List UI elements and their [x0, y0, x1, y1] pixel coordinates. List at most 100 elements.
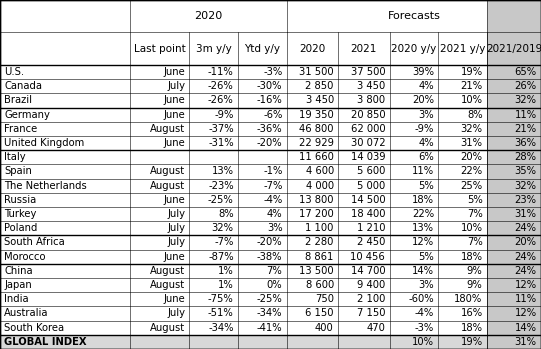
Text: 3 450: 3 450	[306, 95, 334, 105]
Text: France: France	[4, 124, 37, 134]
Text: June: June	[163, 294, 185, 304]
Text: -38%: -38%	[257, 252, 282, 262]
Text: 20%: 20%	[514, 237, 537, 247]
Text: 46 800: 46 800	[299, 124, 334, 134]
Text: 3m y/y: 3m y/y	[196, 44, 232, 54]
Text: 10%: 10%	[460, 223, 483, 233]
Text: 17 200: 17 200	[299, 209, 334, 219]
Text: 12%: 12%	[514, 280, 537, 290]
Text: 11 660: 11 660	[299, 152, 334, 162]
Text: Turkey: Turkey	[4, 209, 37, 219]
Text: 5%: 5%	[418, 252, 434, 262]
Text: 20%: 20%	[460, 152, 483, 162]
Text: China: China	[4, 266, 33, 276]
Bar	[0, 335, 130, 349]
Text: Poland: Poland	[4, 223, 38, 233]
Text: August: August	[150, 323, 185, 333]
Text: 30 072: 30 072	[351, 138, 385, 148]
Text: -37%: -37%	[208, 124, 234, 134]
Text: 62 000: 62 000	[351, 124, 385, 134]
Text: Spain: Spain	[4, 166, 32, 177]
Text: 2 280: 2 280	[306, 237, 334, 247]
Text: 3 450: 3 450	[357, 81, 385, 91]
Text: 65%: 65%	[514, 67, 537, 77]
Text: 2020: 2020	[194, 11, 222, 21]
Text: 25%: 25%	[460, 181, 483, 191]
Text: 31 500: 31 500	[299, 67, 334, 77]
Text: 19%: 19%	[460, 67, 483, 77]
Text: U.S.: U.S.	[4, 67, 24, 77]
Bar	[438, 335, 487, 349]
Text: -26%: -26%	[208, 81, 234, 91]
Text: 32%: 32%	[460, 124, 483, 134]
Text: -4%: -4%	[414, 309, 434, 319]
Bar	[189, 335, 238, 349]
Text: 13 500: 13 500	[299, 266, 334, 276]
Text: -4%: -4%	[263, 195, 282, 205]
Text: 4%: 4%	[267, 209, 282, 219]
Text: -11%: -11%	[208, 67, 234, 77]
Text: -51%: -51%	[208, 309, 234, 319]
Text: 3%: 3%	[267, 223, 282, 233]
Text: 35%: 35%	[514, 166, 537, 177]
Bar	[390, 335, 438, 349]
Text: 2020 y/y: 2020 y/y	[391, 44, 437, 54]
Text: 10%: 10%	[412, 337, 434, 347]
Text: 8 861: 8 861	[306, 252, 334, 262]
Text: South Africa: South Africa	[4, 237, 65, 247]
Text: 13%: 13%	[412, 223, 434, 233]
Text: 14 039: 14 039	[351, 152, 385, 162]
Text: -36%: -36%	[257, 124, 282, 134]
Text: GLOBAL INDEX: GLOBAL INDEX	[4, 337, 87, 347]
Text: 9%: 9%	[467, 280, 483, 290]
Text: 9%: 9%	[467, 266, 483, 276]
Text: 13 800: 13 800	[299, 195, 334, 205]
Text: 14%: 14%	[514, 323, 537, 333]
Text: 10 456: 10 456	[351, 252, 385, 262]
Text: June: June	[163, 252, 185, 262]
Text: 400: 400	[315, 323, 334, 333]
Text: 3 800: 3 800	[357, 95, 385, 105]
Text: June: June	[163, 95, 185, 105]
Text: Italy: Italy	[4, 152, 26, 162]
Text: -25%: -25%	[208, 195, 234, 205]
Text: 2021 y/y: 2021 y/y	[440, 44, 485, 54]
Text: -3%: -3%	[414, 323, 434, 333]
Bar	[238, 335, 287, 349]
Text: 11%: 11%	[514, 110, 537, 120]
Text: 32%: 32%	[514, 95, 537, 105]
Text: 19%: 19%	[460, 337, 483, 347]
Text: 18%: 18%	[460, 323, 483, 333]
Text: 20 850: 20 850	[351, 110, 385, 120]
Text: 3%: 3%	[418, 110, 434, 120]
Text: 5 600: 5 600	[357, 166, 385, 177]
Text: 11%: 11%	[514, 294, 537, 304]
Text: Morocco: Morocco	[4, 252, 46, 262]
Text: 39%: 39%	[412, 67, 434, 77]
Text: 24%: 24%	[514, 252, 537, 262]
Text: 0%: 0%	[267, 280, 282, 290]
Text: -60%: -60%	[408, 294, 434, 304]
Text: Brazil: Brazil	[4, 95, 32, 105]
Text: -25%: -25%	[256, 294, 282, 304]
Text: 21%: 21%	[460, 81, 483, 91]
Text: Canada: Canada	[4, 81, 42, 91]
Text: 6 150: 6 150	[305, 309, 334, 319]
Text: 14%: 14%	[412, 266, 434, 276]
Text: 32%: 32%	[514, 181, 537, 191]
Text: 16%: 16%	[460, 309, 483, 319]
Text: 21%: 21%	[514, 124, 537, 134]
Text: June: June	[163, 67, 185, 77]
Text: 26%: 26%	[514, 81, 537, 91]
Text: India: India	[4, 294, 29, 304]
Text: 24%: 24%	[514, 223, 537, 233]
Text: -9%: -9%	[214, 110, 234, 120]
Text: -30%: -30%	[257, 81, 282, 91]
Text: 31%: 31%	[514, 209, 537, 219]
Text: 6%: 6%	[418, 152, 434, 162]
Text: United Kingdom: United Kingdom	[4, 138, 84, 148]
Text: -34%: -34%	[208, 323, 234, 333]
Text: -41%: -41%	[257, 323, 282, 333]
Text: -7%: -7%	[263, 181, 282, 191]
Text: 13%: 13%	[212, 166, 234, 177]
